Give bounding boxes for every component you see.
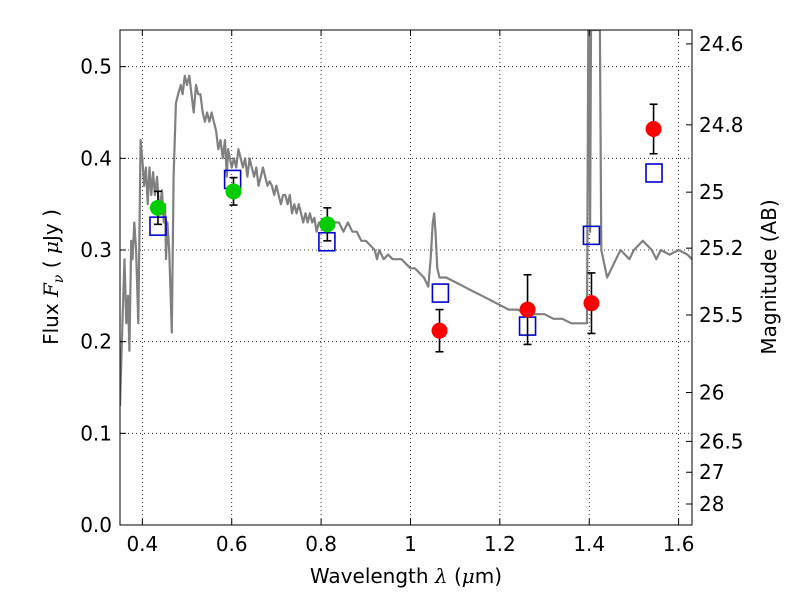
x-tick-label: 1.2 [484, 532, 516, 556]
magnitude-tick-label: 28 [699, 492, 724, 516]
tick-marks [120, 30, 692, 526]
magnitude-tick-label: 27 [699, 460, 724, 484]
x-tick-label: 0.8 [305, 532, 337, 556]
red-data-point [431, 322, 448, 339]
y-tick-label: 0.2 [80, 330, 112, 354]
series-layer [120, 30, 692, 406]
green-data-point [225, 183, 242, 200]
red-data-point [645, 121, 662, 137]
x-axis-label: Wavelength λ (μm) [310, 564, 502, 588]
magnitude-tick-label: 24.8 [699, 113, 744, 137]
red-data-point [583, 295, 600, 312]
magnitude-tick-label: 25 [699, 180, 724, 204]
model-photometry-square [582, 225, 601, 246]
magnitude-tick-label: 25.2 [699, 236, 744, 260]
model-photometry-square [645, 163, 663, 183]
y-tick-labels: 0.0 0.1 0.2 0.3 0.4 0.5 [80, 55, 112, 537]
y-tick-label: 0.5 [80, 55, 112, 79]
y-tick-label: 0.0 [80, 513, 112, 537]
magnitude-tick-label: 25.5 [699, 303, 744, 327]
y-tick-label: 0.1 [80, 421, 112, 445]
magnitude-axis-label: Magnitude (AB) [757, 199, 781, 354]
magnitude-tick-label: 26.5 [699, 429, 744, 453]
model-photometry-square [431, 283, 450, 303]
plot-frame [119, 29, 693, 526]
x-tick-label: 1 [404, 532, 417, 556]
y-tick-label: 0.4 [80, 146, 112, 170]
red-data-point [519, 301, 536, 318]
model-spectrum-line [120, 30, 692, 406]
x-tick-labels: 0.4 0.6 0.8 1 1.2 1.4 1.6 [126, 532, 694, 556]
y-axis-label: Flux Fν ( μJy ) [39, 209, 67, 345]
magnitude-tick-labels: 24.6 24.8 25 25.2 25.5 26 26.5 27 28 [699, 32, 744, 516]
x-tick-label: 1.6 [663, 532, 695, 556]
x-tick-label: 1.4 [573, 532, 605, 556]
x-tick-label: 0.4 [126, 532, 158, 556]
magnitude-tick-label: 24.6 [699, 32, 744, 56]
green-data-point [149, 199, 166, 216]
y-tick-label: 0.3 [80, 238, 112, 262]
green-data-point [319, 216, 336, 233]
magnitude-tick-label: 26 [699, 380, 724, 404]
x-tick-label: 0.6 [216, 532, 248, 556]
